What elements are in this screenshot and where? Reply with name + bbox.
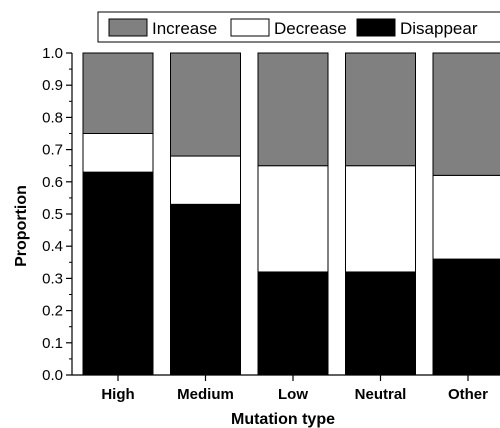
x-tick-label: Medium: [177, 386, 234, 403]
y-tick-label: 0.6: [42, 174, 63, 191]
legend-label-increase: Increase: [152, 19, 217, 38]
bar-segment-increase-low: [257, 52, 329, 167]
legend-label-decrease: Decrease: [274, 19, 347, 38]
y-axis-title: Proportion: [13, 185, 30, 267]
x-axis: High Medium Low Neutral Other: [72, 374, 500, 403]
x-axis-title: Mutation type: [231, 411, 335, 428]
bar-segment-increase-medium: [170, 52, 241, 157]
y-tick-label: 0.7: [42, 142, 63, 159]
bars: [82, 52, 500, 376]
y-tick-label: 0.0: [42, 367, 63, 384]
y-tick-label: 0.4: [42, 238, 63, 255]
y-tick-label: 0.1: [42, 335, 63, 352]
bar-segment-increase-neutral: [345, 52, 416, 167]
bar-segment-decrease-neutral: [345, 165, 416, 273]
legend-swatch-disappear: [356, 18, 396, 37]
x-tick-label: Neutral: [355, 386, 407, 403]
bar-segment-decrease-low: [257, 165, 329, 273]
bar-segment-disappear-medium: [170, 203, 241, 376]
y-tick-label: 0.8: [42, 109, 63, 126]
x-tick-label: Low: [278, 386, 308, 403]
y-axis: 0.0 0.1 0.2 0.3 0.4 0.5 0.6 0.7 0.8 0.9 1.0: [42, 45, 73, 384]
legend-swatch-decrease: [230, 18, 270, 37]
bar-segment-increase-other: [432, 52, 500, 176]
y-tick-label: 1.0: [42, 45, 63, 62]
bar-segment-increase-high: [82, 52, 154, 134]
bar-segment-disappear-neutral: [345, 271, 416, 376]
bar-segment-disappear-other: [432, 258, 500, 376]
y-tick-label: 0.3: [42, 270, 63, 287]
y-tick-label: 0.9: [42, 77, 63, 94]
y-tick-label: 0.5: [42, 206, 63, 223]
y-tick-label: 0.2: [42, 303, 63, 320]
bar-segment-disappear-low: [257, 271, 329, 376]
x-tick-label: Other: [448, 386, 488, 403]
x-tick-label: High: [101, 386, 134, 403]
legend: Increase Decrease Disappear: [97, 11, 500, 43]
bar-segment-decrease-medium: [170, 155, 241, 205]
bar-segment-decrease-other: [432, 174, 500, 260]
bar-segment-decrease-high: [82, 133, 154, 173]
legend-frame: [97, 11, 500, 43]
bar-segment-disappear-high: [82, 171, 154, 376]
legend-label-disappear: Disappear: [400, 19, 478, 38]
legend-swatch-increase: [108, 18, 148, 37]
